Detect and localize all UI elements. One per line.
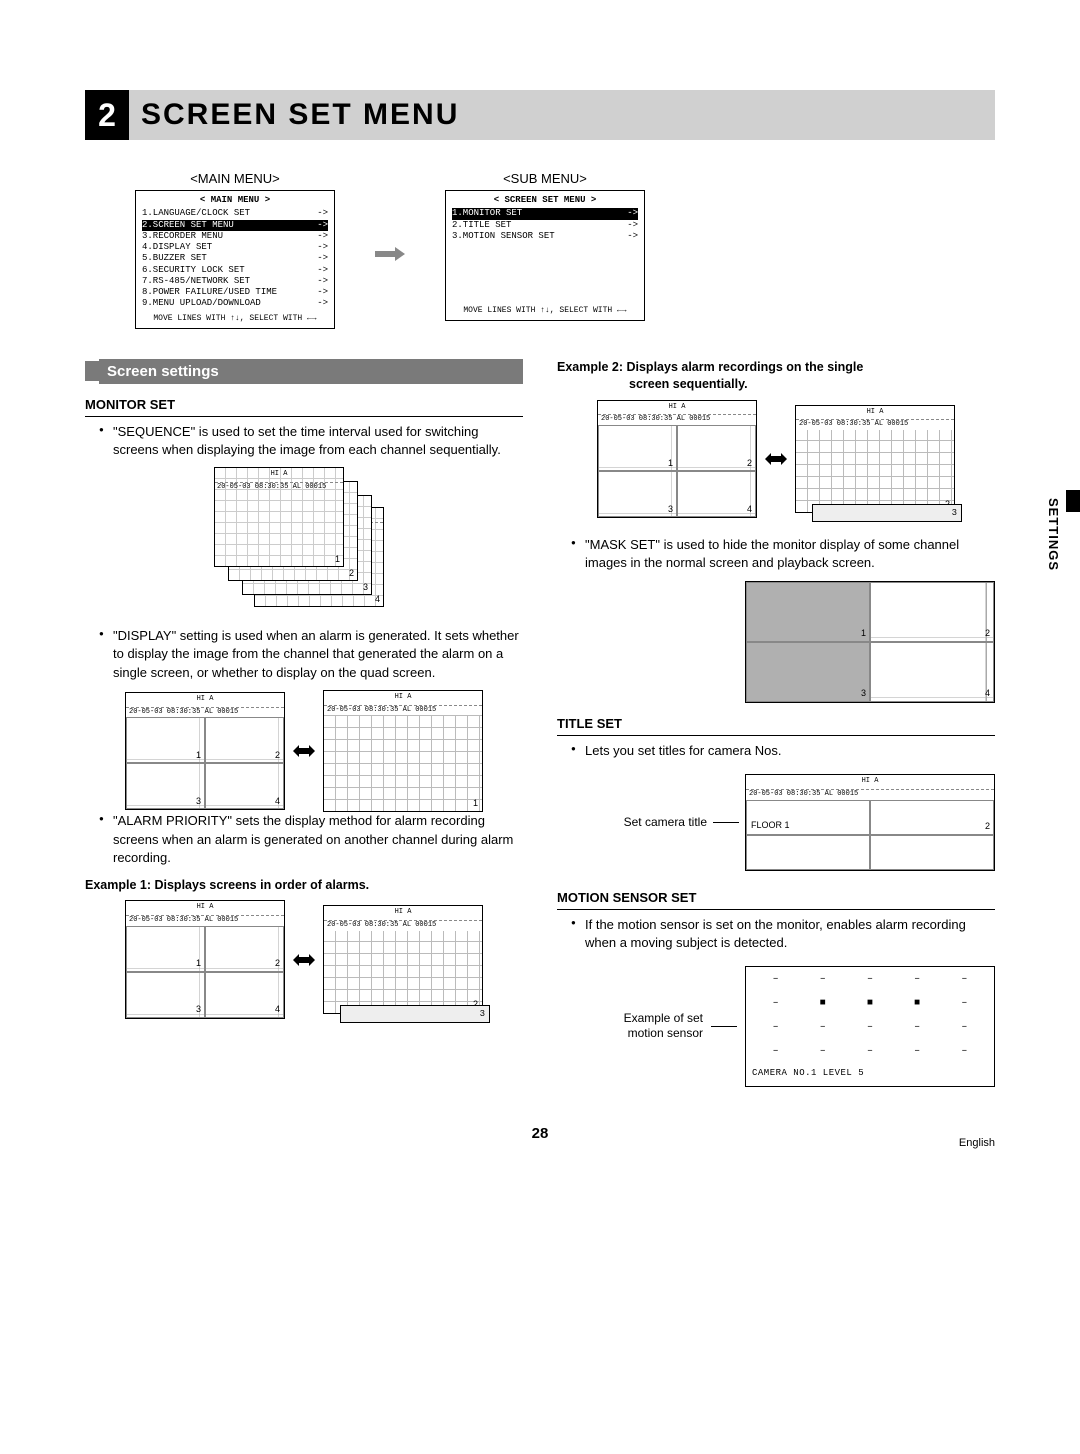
title-set-list: Lets you set titles for camera Nos. bbox=[557, 742, 995, 760]
figure-single-display: HI A 20-05-03 08:30:35 AL 00015 1 bbox=[323, 690, 483, 813]
alarm-priority-list: "ALARM PRIORITY" sets the display method… bbox=[85, 812, 523, 867]
main-menu-item: 2.SCREEN SET MENU-> bbox=[142, 220, 328, 231]
double-arrow-icon bbox=[293, 953, 315, 967]
motion-grid-footer: CAMERA NO.1 LEVEL 5 bbox=[752, 1067, 988, 1080]
side-page-marker bbox=[1066, 490, 1080, 512]
example1-label: Example 1: Displays screens in order of … bbox=[85, 877, 523, 895]
section-band-screen-settings: Screen settings bbox=[85, 359, 523, 384]
menu-footer-main: MOVE LINES WITH ↑↓, SELECT WITH ←→ bbox=[142, 314, 328, 324]
motion-grid-row: ––––– bbox=[752, 1045, 988, 1059]
figure-ex1-seq: HI A 20-05-03 08:30:35 AL 00015 2 3 bbox=[323, 905, 483, 1014]
motion-grid-row: ––––– bbox=[752, 973, 988, 987]
language-footer: English bbox=[959, 1136, 995, 1151]
menu-arrow-icon bbox=[375, 247, 405, 261]
bullet-title-set: Lets you set titles for camera Nos. bbox=[571, 742, 995, 760]
bullet-sequence: "SEQUENCE" is used to set the time inter… bbox=[99, 423, 523, 459]
bullet-display: "DISPLAY" setting is used when an alarm … bbox=[99, 627, 523, 682]
menu-screens-row: <MAIN MENU> < MAIN MENU > 1.LANGUAGE/CLO… bbox=[135, 170, 995, 329]
figure-motion-row: Example of set motion sensor ––––––■■■––… bbox=[557, 960, 995, 1093]
sub-menu-item: 1.MONITOR SET-> bbox=[452, 208, 638, 219]
heading-monitor-set: MONITOR SET bbox=[85, 396, 523, 417]
figure-title-set-row: Set camera title HI A 20-05-03 08:30:35 … bbox=[557, 768, 995, 877]
figure-title-set: HI A 20-05-03 08:30:35 AL 00015 FLOOR 1 … bbox=[745, 774, 995, 871]
side-tab-settings: SETTINGS bbox=[1044, 498, 1062, 571]
main-menu-item: 8.POWER FAILURE/USED TIME-> bbox=[142, 287, 328, 298]
lead-motion-sensor: Example of set motion sensor bbox=[557, 1011, 703, 1042]
main-menu-item: 5.BUZZER SET-> bbox=[142, 253, 328, 264]
figure-quad-display: HI A 20-05-03 08:30:35 AL 00015 1 2 3 4 bbox=[125, 692, 285, 811]
motion-grid-row: –■■■– bbox=[752, 997, 988, 1011]
main-menu-box: < MAIN MENU > 1.LANGUAGE/CLOCK SET->2.SC… bbox=[135, 190, 335, 329]
content-columns: Screen settings MONITOR SET "SEQUENCE" i… bbox=[85, 359, 995, 1093]
main-menu-item: 6.SECURITY LOCK SET-> bbox=[142, 265, 328, 276]
main-menu-item: 9.MENU UPLOAD/DOWNLOAD-> bbox=[142, 298, 328, 309]
right-column: Example 2: Displays alarm recordings on … bbox=[557, 359, 995, 1093]
display-setting-list: "DISPLAY" setting is used when an alarm … bbox=[85, 627, 523, 682]
monitor-set-list: "SEQUENCE" is used to set the time inter… bbox=[85, 423, 523, 459]
sub-menu-header: < SCREEN SET MENU > bbox=[452, 195, 638, 206]
figure-display-pair: HI A 20-05-03 08:30:35 AL 00015 1 2 3 4 … bbox=[85, 690, 523, 813]
main-menu-header: < MAIN MENU > bbox=[142, 195, 328, 206]
band-label: Screen settings bbox=[99, 359, 523, 384]
bullet-motion-sensor: If the motion sensor is set on the monit… bbox=[571, 916, 995, 952]
mask-set-list: "MASK SET" is used to hide the monitor d… bbox=[557, 536, 995, 572]
motion-grid-row: ––––– bbox=[752, 1021, 988, 1035]
example2-label: Example 2: Displays alarm recordings on … bbox=[557, 359, 995, 394]
menu-footer-sub: MOVE LINES WITH ↑↓, SELECT WITH ←→ bbox=[452, 306, 638, 316]
left-column: Screen settings MONITOR SET "SEQUENCE" i… bbox=[85, 359, 523, 1019]
figure-example2: HI A 20-05-03 08:30:35 AL 00015 1 2 3 4 … bbox=[557, 400, 995, 519]
figure-ex1-quad: HI A 20-05-03 08:30:35 AL 00015 1 2 3 4 bbox=[125, 900, 285, 1019]
figure-sequence-stack: HI A 4 3 2 HI A 20-05-03 08:30:35 AL 000… bbox=[214, 467, 394, 617]
sub-menu-block: <SUB MENU> < SCREEN SET MENU > 1.MONITOR… bbox=[445, 170, 645, 321]
sub-menu-item: 3.MOTION SENSOR SET-> bbox=[452, 231, 638, 242]
figure-mask-set: 1 2 3 4 bbox=[745, 581, 995, 703]
figure-example1: HI A 20-05-03 08:30:35 AL 00015 1 2 3 4 … bbox=[85, 900, 523, 1019]
double-arrow-icon bbox=[765, 452, 787, 466]
main-menu-item: 4.DISPLAY SET-> bbox=[142, 242, 328, 253]
page-number: 28 bbox=[85, 1123, 995, 1144]
motion-sensor-list: If the motion sensor is set on the monit… bbox=[557, 916, 995, 952]
sub-menu-label: <SUB MENU> bbox=[445, 170, 645, 188]
main-menu-item: 1.LANGUAGE/CLOCK SET-> bbox=[142, 208, 328, 219]
main-menu-block: <MAIN MENU> < MAIN MENU > 1.LANGUAGE/CLO… bbox=[135, 170, 335, 329]
heading-title-set: TITLE SET bbox=[557, 715, 995, 736]
page-title-bar: 2 SCREEN SET MENU bbox=[85, 90, 995, 140]
main-menu-label: <MAIN MENU> bbox=[135, 170, 335, 188]
page-title: SCREEN SET MENU bbox=[129, 90, 995, 140]
section-number: 2 bbox=[85, 90, 129, 140]
lead-set-camera-title: Set camera title bbox=[557, 814, 707, 831]
sub-menu-box: < SCREEN SET MENU > 1.MONITOR SET->2.TIT… bbox=[445, 190, 645, 321]
bullet-alarm-priority: "ALARM PRIORITY" sets the display method… bbox=[99, 812, 523, 867]
figure-ex2-seq: HI A 20-05-03 08:30:35 AL 00015 2 3 bbox=[795, 405, 955, 514]
double-arrow-icon bbox=[293, 744, 315, 758]
figure-motion-sensor-grid: ––––– –■■■– ––––– ––––– CAMERA NO.1 LEVEL 5 bbox=[745, 966, 995, 1087]
sub-menu-item: 2.TITLE SET-> bbox=[452, 220, 638, 231]
main-menu-item: 7.RS-485/NETWORK SET-> bbox=[142, 276, 328, 287]
heading-motion-sensor-set: MOTION SENSOR SET bbox=[557, 889, 995, 910]
figure-ex2-quad: HI A 20-05-03 08:30:35 AL 00015 1 2 3 4 bbox=[597, 400, 757, 519]
main-menu-item: 3.RECORDER MENU-> bbox=[142, 231, 328, 242]
bullet-mask-set: "MASK SET" is used to hide the monitor d… bbox=[571, 536, 995, 572]
